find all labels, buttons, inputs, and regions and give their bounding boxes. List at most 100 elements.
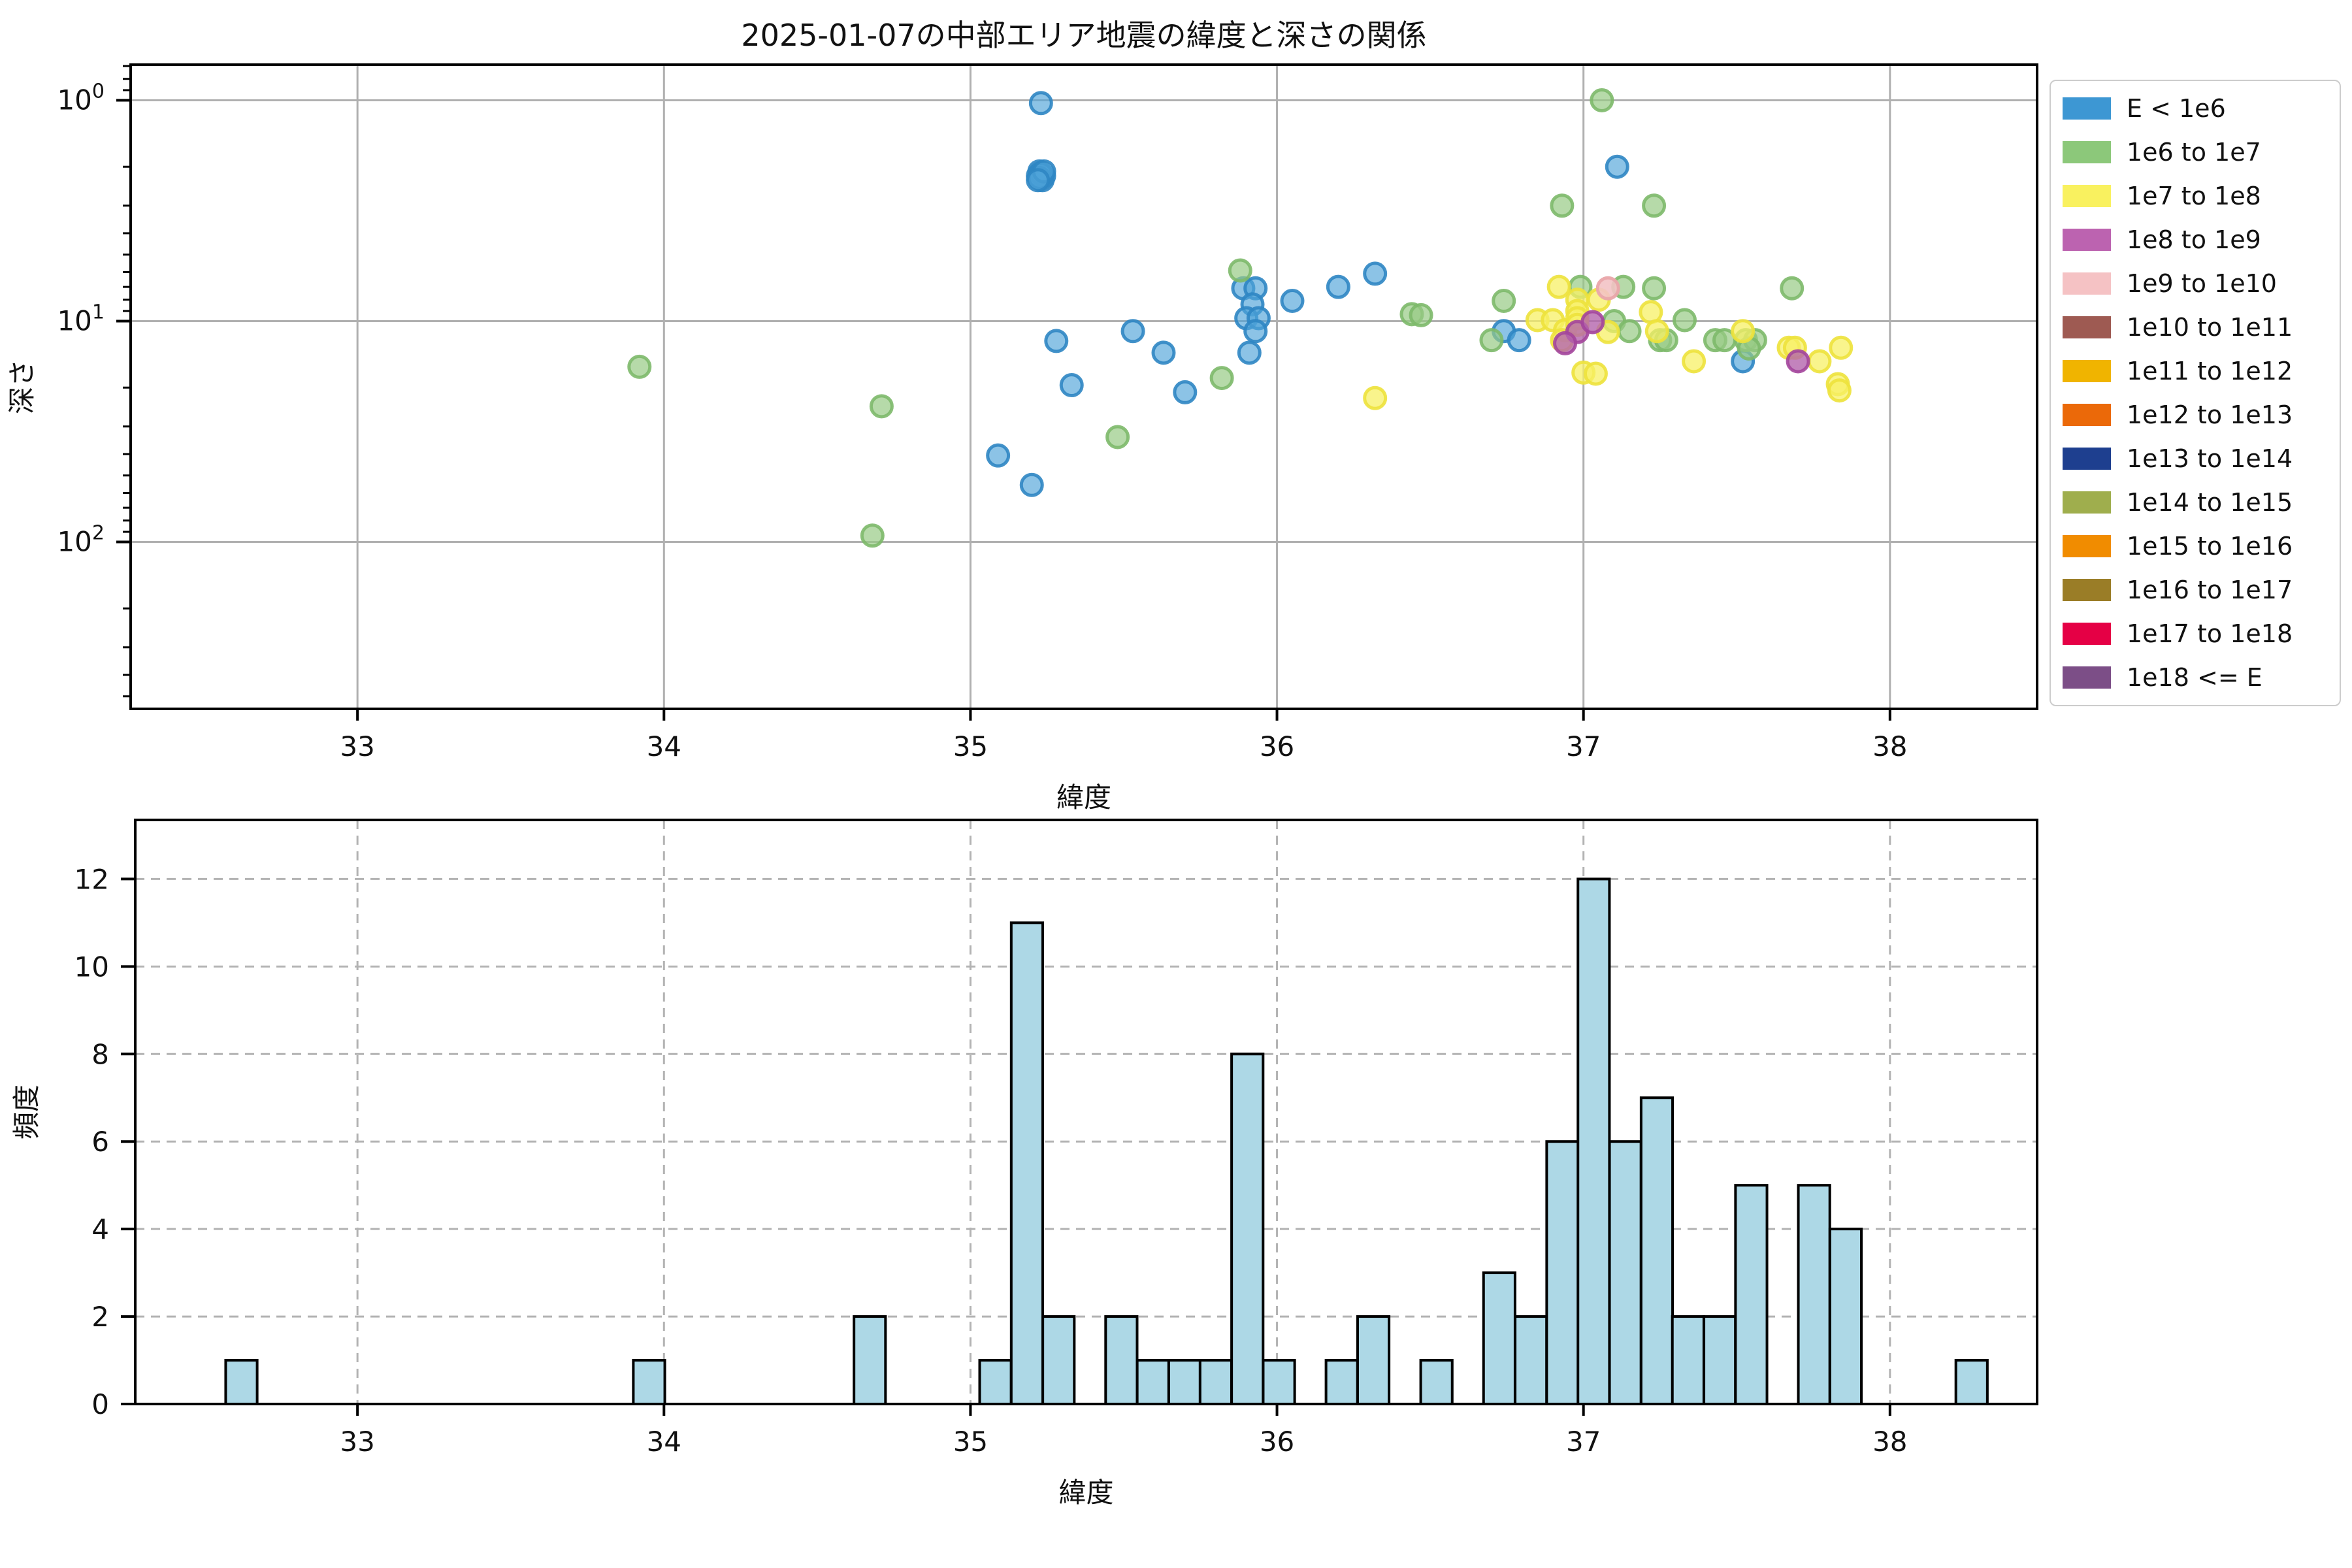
scatter-x-tick-label: 34	[647, 730, 681, 762]
legend-row-8: 1e13 to 1e14	[2063, 444, 2328, 473]
hist-bar	[1608, 1140, 1642, 1406]
hist-x-tick-label: 33	[340, 1426, 374, 1458]
hist-y-tick-label: 4	[91, 1213, 109, 1245]
hist-bar	[632, 1359, 666, 1405]
scatter-x-tick-label: 38	[1872, 730, 1907, 762]
hist-y-tick-label: 10	[74, 951, 109, 983]
legend-row-11: 1e16 to 1e17	[2063, 576, 2328, 604]
legend-label: 1e8 to 1e9	[2127, 225, 2261, 254]
legend-label: 1e15 to 1e16	[2127, 532, 2293, 561]
hist-bar	[1797, 1184, 1831, 1406]
hist-bar	[978, 1359, 1013, 1405]
hist-x-tick-label: 37	[1566, 1426, 1601, 1458]
hist-bar	[1419, 1359, 1454, 1405]
hist-x-tick-label: 36	[1260, 1426, 1294, 1458]
scatter-point-series-0	[1280, 289, 1305, 314]
legend-swatch-icon	[2063, 535, 2111, 557]
legend-row-1: 1e6 to 1e7	[2063, 138, 2328, 167]
scatter-point-series-0	[1059, 373, 1084, 398]
hist-y-tick-label: 6	[91, 1126, 109, 1158]
hist-y-tick-label: 8	[91, 1038, 109, 1070]
hist-bar	[1954, 1359, 1989, 1405]
scatter-point-series-1	[1642, 276, 1667, 301]
hist-bar	[1104, 1315, 1139, 1405]
hist-bar	[1167, 1359, 1202, 1405]
scatter-point-series-1	[1209, 366, 1234, 391]
legend-label: 1e11 to 1e12	[2127, 357, 2293, 385]
hist-ylabel: 頻度	[10, 1085, 42, 1139]
scatter-point-series-0	[1151, 340, 1176, 365]
scatter-point-series-2	[1363, 385, 1388, 410]
scatter-point-series-0	[1044, 329, 1069, 353]
legend-swatch-icon	[2063, 666, 2111, 689]
legend-swatch-icon	[2063, 623, 2111, 645]
legend-label: 1e14 to 1e15	[2127, 488, 2293, 517]
scatter-y-tick-label: 101	[57, 301, 105, 336]
hist-x-tick-label: 38	[1872, 1426, 1907, 1458]
scatter-point-series-0	[1026, 168, 1051, 193]
legend-row-7: 1e12 to 1e13	[2063, 400, 2328, 429]
scatter-point-series-0	[1028, 91, 1053, 116]
legend-label: 1e10 to 1e11	[2127, 313, 2293, 342]
scatter-y-tick-label: 100	[57, 80, 105, 116]
scatter-point-series-0	[1237, 340, 1262, 365]
scatter-x-tick-label: 36	[1260, 730, 1294, 762]
legend-row-10: 1e15 to 1e16	[2063, 532, 2328, 561]
scatter-point-series-0	[1243, 319, 1268, 344]
scatter-point-series-0	[1507, 328, 1531, 353]
scatter-point-series-1	[1105, 425, 1130, 449]
hist-bar	[1514, 1315, 1548, 1405]
hist-frame	[134, 819, 2038, 1405]
hist-bar	[1009, 921, 1044, 1405]
hist-x-tick-label: 34	[647, 1426, 681, 1458]
scatter-point-series-1	[1672, 308, 1697, 333]
scatter-ylabel: 深さ	[6, 359, 38, 414]
legend-label: 1e7 to 1e8	[2127, 182, 2261, 210]
hist-y-tick-label: 2	[91, 1301, 109, 1333]
scatter-point-series-2	[1583, 361, 1608, 386]
hist-y-tick-label: 0	[91, 1388, 109, 1420]
scatter-frame	[129, 63, 2038, 710]
legend: E < 1e6 1e6 to 1e7 1e7 to 1e8 1e8 to 1e9 1e9…	[2050, 80, 2341, 706]
scatter-point-series-2	[1827, 378, 1852, 403]
legend-label: 1e6 to 1e7	[2127, 138, 2261, 167]
legend-row-5: 1e10 to 1e11	[2063, 313, 2328, 342]
hist-bar	[1639, 1096, 1674, 1405]
scatter-point-series-2	[1546, 274, 1571, 299]
scatter-point-series-0	[1173, 380, 1198, 404]
scatter-point-series-4	[1595, 276, 1620, 301]
legend-swatch-icon	[2063, 579, 2111, 601]
hist-bar	[224, 1359, 259, 1405]
scatter-point-series-3	[1553, 331, 1578, 355]
hist-x-tick-label: 35	[953, 1426, 988, 1458]
hist-bar	[1230, 1053, 1265, 1405]
scatter-xlabel: 緯度	[1056, 781, 1111, 813]
hist-bar	[1356, 1315, 1391, 1405]
legend-row-0: E < 1e6	[2063, 94, 2328, 123]
legend-row-6: 1e11 to 1e12	[2063, 357, 2328, 385]
hist-bar	[1828, 1228, 1863, 1406]
legend-swatch-icon	[2063, 360, 2111, 382]
scatter-x-tick-label: 35	[953, 730, 988, 762]
legend-row-12: 1e17 to 1e18	[2063, 619, 2328, 648]
scatter-point-series-1	[1492, 289, 1516, 314]
scatter-point-series-2	[1807, 349, 1832, 374]
scatter-point-series-1	[869, 394, 894, 419]
scatter-point-series-1	[1642, 193, 1667, 218]
scatter-point-series-1	[1479, 328, 1504, 353]
legend-row-4: 1e9 to 1e10	[2063, 269, 2328, 298]
hist-bar	[1482, 1271, 1516, 1405]
hist-xlabel: 緯度	[1058, 1477, 1113, 1509]
legend-swatch-icon	[2063, 272, 2111, 295]
hist-bar	[1734, 1184, 1769, 1406]
legend-row-3: 1e8 to 1e9	[2063, 225, 2328, 254]
scatter-point-series-2	[1644, 319, 1669, 344]
scatter-point-series-3	[1580, 310, 1605, 335]
scatter-point-series-1	[1550, 193, 1575, 218]
hist-bar	[1576, 877, 1611, 1406]
legend-swatch-icon	[2063, 316, 2111, 338]
scatter-point-series-0	[1019, 472, 1044, 497]
hist-bar	[1671, 1315, 1705, 1405]
